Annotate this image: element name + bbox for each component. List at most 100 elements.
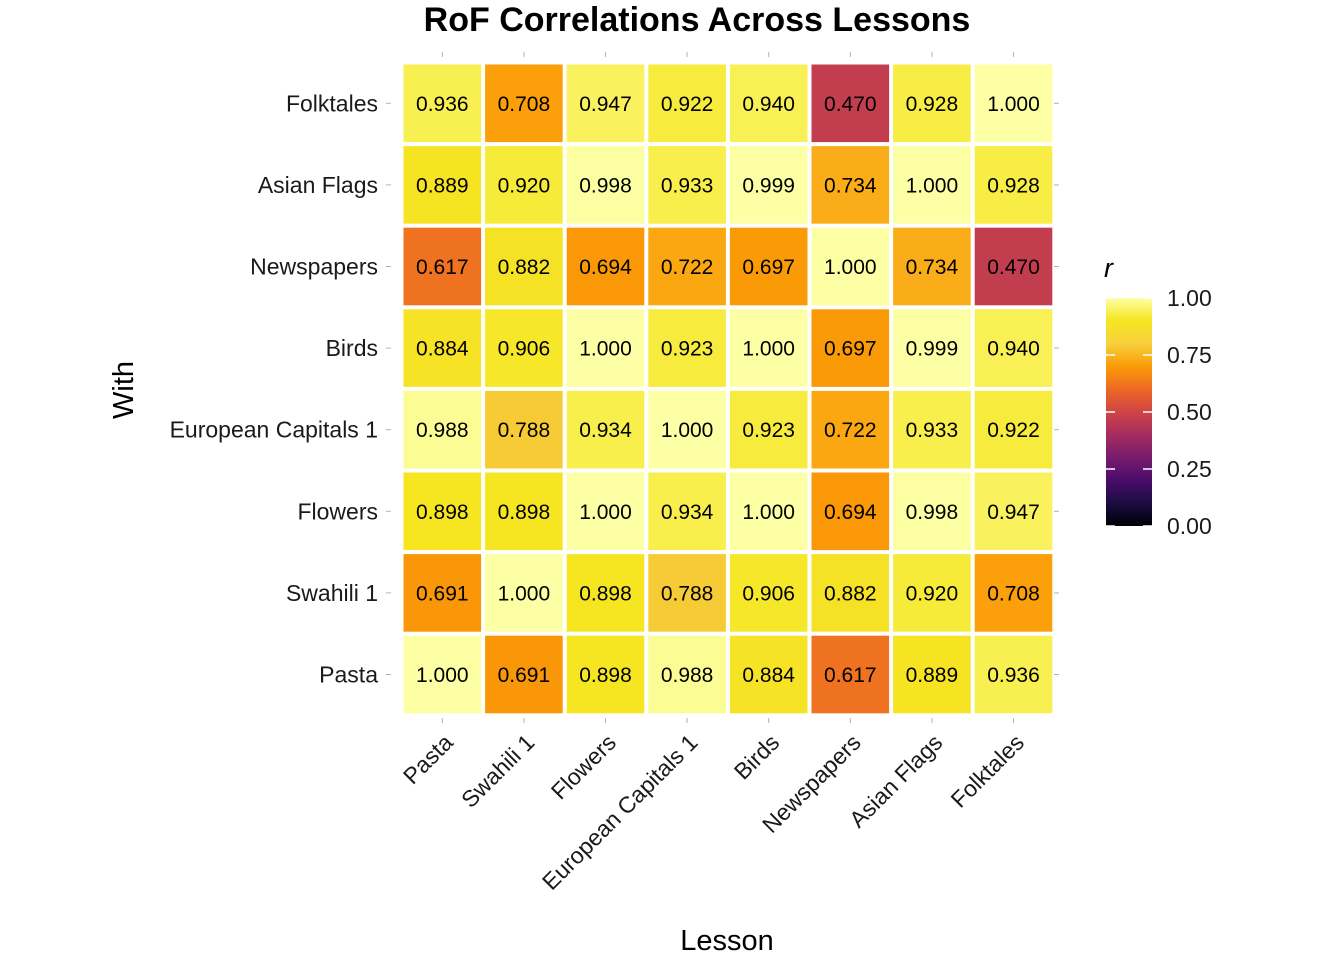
heatmap-cell (566, 635, 645, 714)
heatmap-cell (403, 390, 482, 469)
cell-value-label: 0.882 (498, 256, 551, 279)
cell-value-label: 0.734 (824, 174, 877, 197)
y-tick-label: Swahili 1 (286, 580, 378, 606)
heatmap-cell (893, 635, 971, 714)
cell-value-label: 1.000 (416, 664, 469, 687)
heatmap-cell (403, 64, 482, 143)
heatmap-cell (811, 64, 890, 143)
cell-value-label: 0.691 (416, 582, 469, 605)
cell-value-label: 0.694 (579, 256, 632, 279)
heatmap-cell (566, 227, 645, 306)
heatmap-cell (974, 227, 1053, 306)
heatmap-cell (811, 635, 890, 714)
legend-tick-label: 0.25 (1167, 456, 1212, 482)
cell-value-label: 0.906 (742, 582, 795, 605)
cell-value-label: 0.998 (579, 174, 632, 197)
x-tick-label: Birds (729, 729, 784, 784)
y-tick-label: Flowers (297, 498, 378, 524)
heatmap-cell (811, 309, 890, 387)
cell-value-label: 0.933 (661, 174, 714, 197)
heatmap-cell (974, 146, 1053, 224)
cell-value-label: 0.898 (416, 501, 469, 524)
cell-value-label: 0.947 (579, 93, 632, 116)
cell-value-label: 0.906 (498, 338, 551, 361)
cell-value-label: 0.734 (906, 256, 959, 279)
x-tick-label: Folktales (946, 729, 1029, 812)
cell-value-label: 1.000 (824, 256, 877, 279)
cell-value-label: 0.889 (416, 174, 469, 197)
cell-value-label: 1.000 (987, 93, 1040, 116)
y-tick-label: Pasta (319, 662, 378, 688)
heatmap-cell (485, 554, 563, 632)
cell-value-label: 0.697 (742, 256, 795, 279)
x-axis-title: Lesson (680, 925, 774, 957)
heatmap-cell (648, 635, 726, 714)
x-tick-label: European Capitals 1 (537, 729, 703, 895)
heatmap-cell (811, 472, 890, 551)
x-tick-label: Flowers (546, 729, 621, 804)
cell-value-label: 0.470 (824, 93, 877, 116)
x-tick-label: Swahili 1 (456, 729, 539, 812)
cell-value-label: 0.940 (987, 338, 1040, 361)
cell-value-label: 0.923 (742, 419, 795, 442)
heatmap-cell (485, 390, 563, 469)
heatmap-cell (403, 554, 482, 632)
heatmap-cell (729, 635, 808, 714)
cell-value-label: 0.920 (906, 582, 959, 605)
heatmap-cell (403, 472, 482, 551)
x-tick-label: Pasta (398, 729, 458, 789)
heatmap-cell (485, 635, 563, 714)
cell-value-label: 0.936 (416, 93, 469, 116)
legend-title: r (1104, 253, 1114, 283)
heatmap-cell (648, 146, 726, 224)
heatmap-cell (729, 146, 808, 224)
cell-value-label: 0.928 (987, 174, 1040, 197)
y-tick-label: Newspapers (250, 254, 378, 280)
heatmap-cell (811, 554, 890, 632)
heatmap-cell (974, 472, 1053, 551)
chart-title: RoF Correlations Across Lessons (424, 1, 971, 39)
cell-value-label: 0.923 (661, 338, 714, 361)
cell-value-label: 0.788 (661, 582, 714, 605)
heatmap-cell (485, 472, 563, 551)
cell-value-label: 0.922 (661, 93, 714, 116)
heatmap-cell (893, 309, 971, 387)
cell-value-label: 0.788 (498, 419, 551, 442)
heatmap-cell (485, 64, 563, 143)
cell-value-label: 0.940 (742, 93, 795, 116)
heatmap-cell (566, 472, 645, 551)
legend-tick-label: 0.00 (1167, 513, 1212, 539)
cell-value-label: 0.934 (661, 501, 714, 524)
cell-value-label: 0.708 (498, 93, 551, 116)
heatmap-cell (485, 227, 563, 306)
heatmap-cell (974, 554, 1053, 632)
heatmap-cell (893, 390, 971, 469)
cell-value-label: 0.936 (987, 664, 1040, 687)
y-tick-label: European Capitals 1 (170, 417, 378, 443)
cell-value-label: 0.691 (498, 664, 551, 687)
cell-value-label: 0.889 (906, 664, 959, 687)
cell-value-label: 0.884 (416, 338, 469, 361)
heatmap-cell (974, 64, 1053, 143)
heatmap-cell (729, 472, 808, 551)
cell-value-label: 1.000 (579, 501, 632, 524)
cell-value-label: 0.988 (416, 419, 469, 442)
heatmap-cell (648, 390, 726, 469)
heatmap-cells: 1.000 0.691 0.898 0.988 0.884 0.617 0.889 0.936… (403, 64, 1053, 714)
cell-value-label: 0.697 (824, 338, 877, 361)
heatmap-cell (648, 472, 726, 551)
heatmap-cell (729, 390, 808, 469)
y-tick-label: Birds (326, 335, 378, 361)
cell-value-label: 0.617 (824, 664, 877, 687)
legend-tick-label: 0.75 (1167, 342, 1212, 368)
heatmap-cell (485, 309, 563, 387)
cell-value-label: 0.988 (661, 664, 714, 687)
heatmap-cell (729, 227, 808, 306)
heatmap-cell (811, 390, 890, 469)
heatmap-cell (566, 146, 645, 224)
y-axis: Pasta Swahili 1 Flowers European Capitals 1… (170, 90, 1059, 688)
heatmap-cell (566, 64, 645, 143)
cell-value-label: 0.999 (906, 338, 959, 361)
cell-value-label: 0.708 (987, 582, 1040, 605)
cell-value-label: 0.934 (579, 419, 632, 442)
